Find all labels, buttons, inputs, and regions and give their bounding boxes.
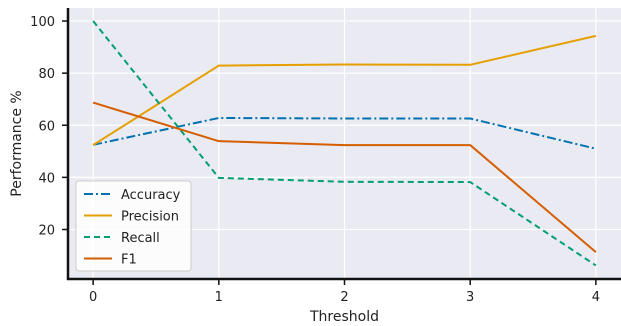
- y-tick-label: 20: [38, 223, 55, 238]
- x-axis-label: Threshold: [309, 309, 379, 325]
- x-tick-label: 2: [340, 290, 348, 305]
- grid: [68, 8, 621, 279]
- series-line-precision: [92, 34, 597, 146]
- y-tick-label: 100: [30, 15, 55, 30]
- series-line-f1: [92, 101, 597, 253]
- y-tick-label: 80: [38, 67, 55, 82]
- x-tick-label: 4: [592, 290, 600, 305]
- x-tick-label: 0: [89, 290, 97, 305]
- legend-label-precision: Precision: [121, 210, 179, 225]
- y-tick-label: 40: [38, 171, 55, 186]
- axes: 0 1 2 3 4 20 40 60 80 100: [30, 8, 621, 305]
- x-tick-label: 1: [215, 290, 223, 305]
- legend-label-recall: Recall: [121, 231, 160, 246]
- y-tick-label: 60: [38, 119, 55, 134]
- y-axis-label: Performance %: [9, 90, 25, 196]
- legend-label-f1: F1: [121, 253, 137, 268]
- series-line-recall: [92, 20, 597, 267]
- legend-box: [75, 180, 192, 272]
- legend-label-accuracy: Accuracy: [121, 188, 181, 203]
- legend: Accuracy Precision Recall F1: [75, 180, 192, 272]
- series-layer: [92, 20, 597, 267]
- x-tick-label: 3: [466, 290, 474, 305]
